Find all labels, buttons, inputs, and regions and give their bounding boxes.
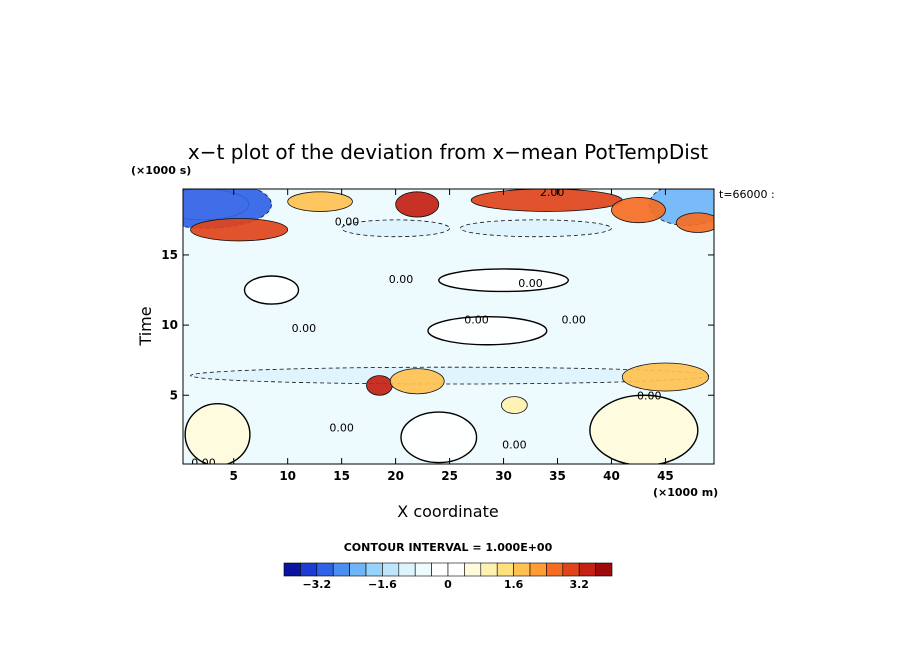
- x-tick-label: 30: [495, 469, 512, 483]
- chart-title: x−t plot of the deviation from x−mean Po…: [188, 140, 708, 164]
- x-tick-label: 35: [549, 469, 566, 483]
- colorbar-swatch: [398, 562, 416, 577]
- colorbar-swatch: [595, 562, 613, 577]
- colorbar-tick-label: 0: [444, 578, 452, 591]
- colorbar-swatch: [578, 562, 596, 577]
- field-region-positive-20: [621, 362, 710, 392]
- x-tick-label: 15: [333, 469, 350, 483]
- contour-label: 0.00: [464, 313, 489, 326]
- contour-interval-text: CONTOUR INTERVAL = 1.000E+00: [344, 541, 553, 554]
- x-tick-label: 5: [230, 469, 238, 483]
- colorbar-swatch: [300, 562, 318, 577]
- contour-label: 0.00: [335, 215, 360, 228]
- colorbar-tick-label: 1.6: [504, 578, 524, 591]
- colorbar-tick-label: 3.2: [569, 578, 589, 591]
- colorbar-swatch: [546, 562, 564, 577]
- field-layer: 2.00 0.00 0.00 0.00 0.00 0.00 0.00 0.00 0.00 0.00…: [183, 186, 714, 470]
- x-tick-label: 10: [279, 469, 296, 483]
- field-region-positive-21: [500, 396, 528, 414]
- contour-label: 0.00: [637, 389, 662, 402]
- field-region-positive-4: [395, 191, 440, 218]
- colorbar-swatch: [365, 562, 383, 577]
- field-region-positive-6: [287, 191, 353, 212]
- y-axis-label: Time: [136, 306, 155, 346]
- field-region-negative-9: [341, 219, 450, 238]
- colorbar-swatch: [349, 562, 367, 577]
- x-tick-label: 20: [387, 469, 404, 483]
- colorbar-tick-label: −1.6: [368, 578, 397, 591]
- field-region-neutral-12: [427, 315, 548, 346]
- y-tick-label: 10: [161, 318, 178, 332]
- contour-label: 0.00: [329, 422, 354, 435]
- contour-label: 0.00: [191, 457, 216, 470]
- field-region-positive-18: [366, 375, 393, 396]
- contour-label: 0.00: [389, 273, 414, 286]
- colorbar-swatch: [480, 562, 498, 577]
- field-region-neutral-13: [243, 275, 300, 305]
- y-tick-label: 15: [161, 248, 178, 262]
- field-region-neutral-11: [438, 268, 569, 293]
- field-region-neutral-14: [184, 402, 251, 464]
- colorbar-swatch: [529, 562, 547, 577]
- field-region-neutral-15: [400, 411, 478, 464]
- field-region-positive-7: [190, 218, 289, 242]
- contour-label: 0.00: [292, 322, 317, 335]
- contour-label: 0.00: [561, 313, 586, 326]
- field-region-negative-10: [459, 219, 612, 238]
- plot-frame: [182, 188, 715, 465]
- colorbar-swatch: [332, 562, 350, 577]
- colorbar: −3.2 −1.6 0 1.6 3.2: [283, 562, 613, 591]
- y-unit-label: (×1000 s): [131, 164, 191, 177]
- colorbar-swatch: [431, 562, 449, 577]
- y-tick-label: 5: [170, 388, 178, 402]
- colorbar-swatch: [283, 562, 301, 577]
- colorbar-swatch: [414, 562, 432, 577]
- colorbar-swatch: [513, 562, 531, 577]
- x-tick-label: 45: [657, 469, 674, 483]
- x-unit-label: (×1000 m): [653, 486, 718, 499]
- colorbar-swatch: [562, 562, 580, 577]
- field-region-positive-8: [675, 212, 714, 233]
- field-region-positive-5: [611, 197, 666, 224]
- time-tag: t=66000 :: [719, 188, 775, 201]
- x-axis-label: X coordinate: [397, 502, 498, 521]
- contour-label: 0.00: [502, 438, 527, 451]
- colorbar-swatch: [447, 562, 465, 577]
- x-tick-label: 25: [441, 469, 458, 483]
- contour-label: 2.00: [540, 186, 565, 199]
- colorbar-swatch: [382, 562, 400, 577]
- x-tick-label: 40: [603, 469, 620, 483]
- colorbar-swatch: [464, 562, 482, 577]
- x-axis: 5 10 15 20 25 30 35 40 45: [230, 189, 674, 483]
- field-region-neutral-16: [589, 394, 699, 464]
- y-axis: 5 10 15: [161, 248, 714, 402]
- colorbar-swatch: [316, 562, 334, 577]
- contour-label: 0.00: [518, 277, 543, 290]
- field-region-positive-19: [389, 368, 445, 395]
- colorbar-swatch: [496, 562, 514, 577]
- colorbar-tick-label: −3.2: [302, 578, 331, 591]
